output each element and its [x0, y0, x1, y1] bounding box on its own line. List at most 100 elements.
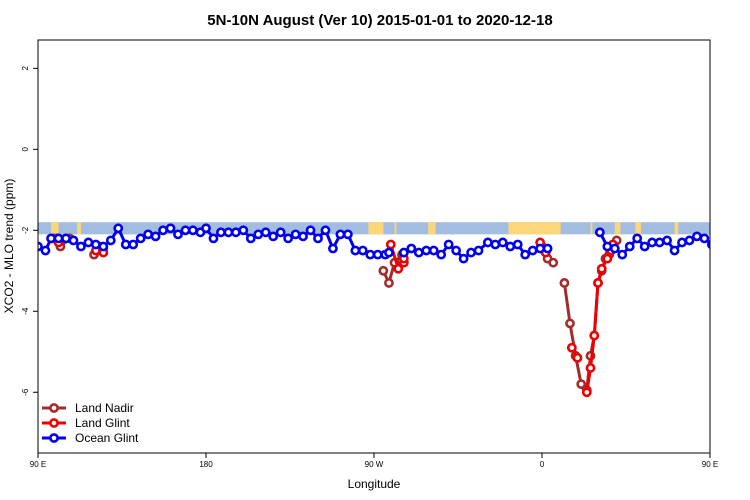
- data-point: [594, 227, 605, 238]
- data-point: [298, 231, 308, 242]
- legend-item-0: Land Nadir: [42, 401, 134, 415]
- legend-item-1: Land Glint: [42, 416, 130, 430]
- data-point: [230, 227, 241, 238]
- data-point: [602, 241, 613, 252]
- data-point: [602, 253, 613, 264]
- data-point: [596, 263, 607, 274]
- data-point: [173, 229, 183, 240]
- y-axis: 2 0 -2 -4 -6: [21, 66, 38, 396]
- data-point: [632, 233, 643, 244]
- legend-label: Ocean Glint: [75, 431, 139, 445]
- data-point: [490, 239, 501, 250]
- x-tick-label-0: 90 E: [30, 460, 46, 469]
- data-point: [378, 265, 389, 276]
- data-point: [565, 318, 575, 329]
- data-point: [581, 387, 592, 398]
- data-point: [158, 225, 168, 236]
- data-point: [342, 229, 353, 240]
- land-band-6: [590, 222, 593, 235]
- data-point: [746, 243, 750, 250]
- y-tick-label-0: 2: [21, 66, 30, 71]
- data-point: [320, 225, 331, 236]
- y-tick-label-3: -4: [21, 307, 30, 315]
- series-line: [381, 253, 404, 288]
- series-ocean-glint: [38, 223, 750, 264]
- data-point: [535, 243, 546, 254]
- data-point: [290, 229, 301, 240]
- series-layer: [38, 223, 750, 398]
- data-point: [61, 233, 71, 244]
- data-point: [482, 237, 493, 248]
- chart-title: 5N-10N August (Ver 10) 2015-01-01 to 202…: [207, 12, 552, 29]
- legend-label: Land Nadir: [75, 401, 134, 415]
- data-point: [542, 243, 553, 254]
- data-point: [238, 225, 249, 236]
- land-band-1: [77, 222, 81, 235]
- data-point: [421, 245, 432, 256]
- data-point: [260, 227, 271, 238]
- data-point: [208, 233, 219, 244]
- series-line: [723, 236, 730, 240]
- data-point: [436, 249, 447, 260]
- data-point: [245, 233, 256, 244]
- data-point: [275, 227, 286, 238]
- data-point: [566, 342, 577, 353]
- legend-item-2: Ocean Glint: [42, 431, 139, 445]
- land-band-8: [635, 222, 641, 235]
- data-point: [357, 245, 368, 256]
- x-tick-label-3: 0: [540, 460, 545, 469]
- data-point: [128, 239, 139, 250]
- y-tick-label-2: -2: [21, 226, 30, 234]
- data-point: [90, 239, 101, 250]
- data-point: [268, 231, 279, 242]
- data-point: [305, 225, 316, 236]
- data-point: [727, 237, 734, 244]
- data-point: [684, 235, 695, 246]
- data-point: [150, 231, 161, 242]
- y-tick-label-4: -6: [21, 388, 30, 396]
- data-point: [313, 233, 323, 244]
- legend-marker: [49, 418, 59, 428]
- x-tick-label-2: 90 W: [365, 460, 384, 469]
- x-tick-label-1: 180: [199, 460, 213, 469]
- data-point: [40, 245, 51, 256]
- data-point: [216, 227, 226, 238]
- data-point: [105, 235, 116, 246]
- data-point: [365, 249, 376, 260]
- legend-label: Land Glint: [75, 416, 130, 430]
- data-point: [223, 227, 234, 238]
- data-point: [699, 233, 710, 244]
- data-point: [384, 247, 394, 258]
- data-point: [609, 243, 620, 254]
- data-point: [706, 239, 710, 250]
- data-point: [283, 233, 294, 244]
- legend-marker: [49, 433, 59, 443]
- data-point: [165, 223, 176, 234]
- data-point: [527, 245, 538, 256]
- data-point: [458, 253, 469, 264]
- data-point: [662, 235, 672, 246]
- data-point: [335, 229, 346, 240]
- land-band-10: [717, 222, 728, 234]
- data-point: [576, 379, 587, 390]
- land-band-9: [674, 222, 679, 235]
- series-land-glint: [48, 233, 734, 398]
- legend-marker: [49, 403, 59, 413]
- data-point: [473, 245, 484, 256]
- data-point: [731, 241, 738, 248]
- data-point: [406, 243, 417, 254]
- data-point: [624, 241, 635, 252]
- data-point: [723, 235, 730, 242]
- data-point: [443, 239, 454, 250]
- data-point: [46, 233, 56, 244]
- data-point: [113, 223, 124, 234]
- series-line: [721, 238, 732, 244]
- data-point: [718, 235, 725, 242]
- data-point: [413, 247, 424, 258]
- data-point: [669, 245, 680, 256]
- data-point: [505, 241, 516, 252]
- data-point: [201, 223, 211, 234]
- land-band-0: [51, 222, 59, 235]
- data-point: [350, 245, 361, 256]
- data-point: [512, 239, 523, 250]
